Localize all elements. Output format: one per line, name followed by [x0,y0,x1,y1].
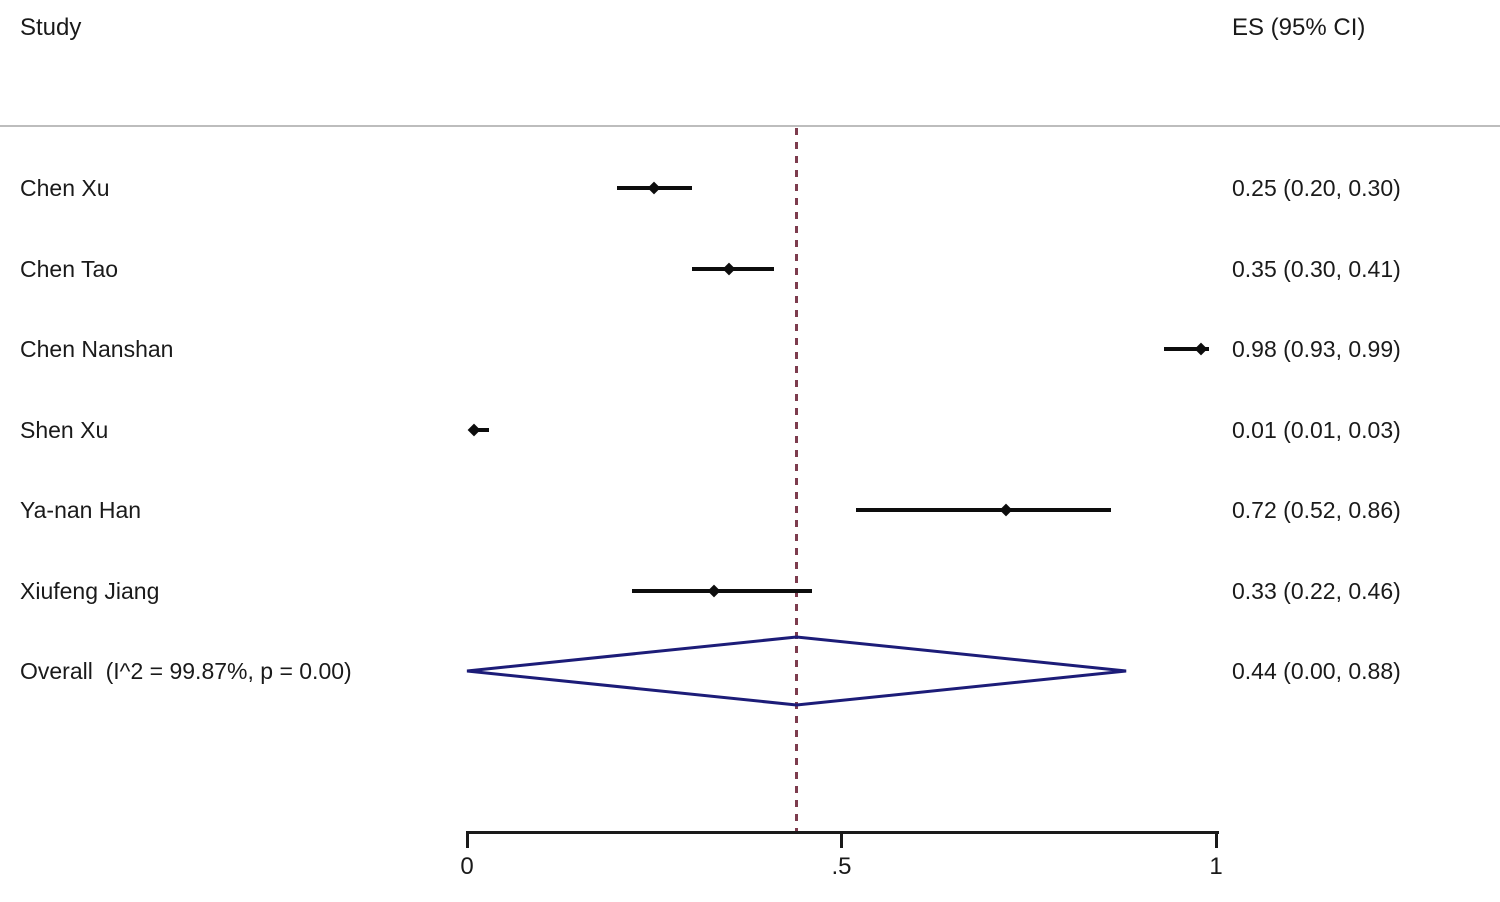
study-label: Ya-nan Han [20,497,142,523]
x-axis-tick [465,831,469,848]
overall-diamond-shape [466,635,1127,707]
ci-line [474,427,490,432]
es-column-header: ES (95% CI) [1232,14,1366,41]
x-axis-tick-label: 1 [1209,853,1223,880]
ci-line [1163,347,1209,351]
x-axis-tick [840,831,843,848]
overall-es-value: 0.44 (0.00, 0.88) [1232,658,1401,684]
ci-line [856,508,1112,512]
es-value: 0.35 (0.30, 0.41) [1232,255,1401,282]
es-value: 0.72 (0.52, 0.86) [1232,497,1401,523]
header-rule [0,125,1500,127]
study-label: Xiufeng Jiang [20,577,160,604]
study-label: Chen Xu [20,175,110,201]
ci-line [631,588,812,593]
overall-reference-line [795,128,799,832]
es-value: 0.01 (0.01, 0.03) [1232,416,1401,443]
es-value: 0.25 (0.20, 0.30) [1232,175,1401,201]
x-axis-tick [1214,831,1218,848]
study-label: Shen Xu [20,416,109,443]
es-value: 0.33 (0.22, 0.46) [1232,577,1401,604]
x-axis-tick-label: 0 [460,853,474,880]
overall-label: Overall (I^2 = 99.87%, p = 0.00) [20,658,352,684]
es-value: 0.98 (0.93, 0.99) [1232,336,1401,362]
study-column-header: Study [20,14,82,41]
x-axis-line [467,831,1219,834]
x-axis-tick-label: .5 [831,853,852,880]
study-label: Chen Tao [20,255,119,282]
study-label: Chen Nanshan [20,336,174,362]
